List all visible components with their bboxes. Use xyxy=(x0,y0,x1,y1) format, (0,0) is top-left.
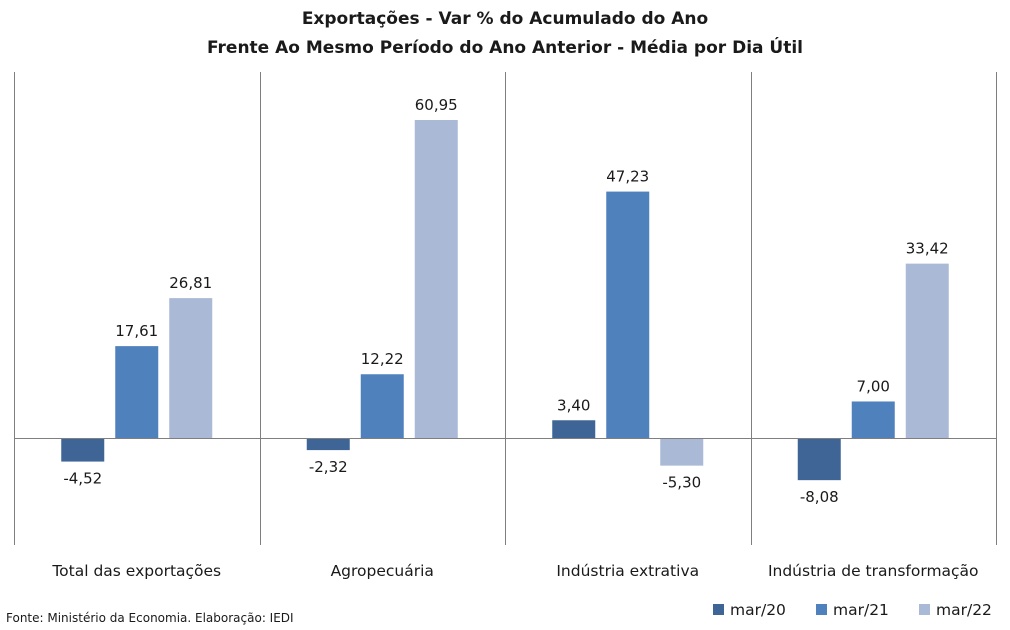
chart-title-group: Exportações - Var % do Acumulado do Ano … xyxy=(207,9,803,58)
data-label: -8,08 xyxy=(800,488,839,506)
category-label: Agropecuária xyxy=(331,562,434,580)
data-label: 26,81 xyxy=(169,274,212,292)
data-label: 47,23 xyxy=(606,168,649,186)
value-labels-group: -4,52 17,61 26,81 -2,32 12,22 60,95 3,40 47,23 -… xyxy=(63,96,948,506)
data-label: -5,30 xyxy=(662,474,701,492)
bar-mar-21 xyxy=(115,346,159,438)
data-label: 12,22 xyxy=(361,350,404,368)
bar-mar-21 xyxy=(606,191,650,438)
legend: mar/20 mar/21 mar/22 xyxy=(713,601,992,619)
chart-subtitle: Frente Ao Mesmo Período do Ano Anterior … xyxy=(207,36,803,58)
category-labels-group: Total das exportações Agropecuária Indústr… xyxy=(51,562,978,580)
data-label: -2,32 xyxy=(309,458,348,476)
bar-mar-22 xyxy=(660,438,704,466)
bar-mar-22 xyxy=(169,298,213,438)
bar-mar-21 xyxy=(360,374,404,438)
category-separators xyxy=(14,72,997,545)
data-label: 7,00 xyxy=(857,377,890,395)
bar-mar-22 xyxy=(414,120,458,438)
bar-mar-22 xyxy=(905,263,949,438)
data-label: 3,40 xyxy=(557,396,590,414)
legend-swatch xyxy=(919,604,930,615)
category-label: Total das exportações xyxy=(51,562,221,580)
source-note: Fonte: Ministério da Economia. Elaboraçã… xyxy=(6,611,294,625)
legend-label: mar/21 xyxy=(833,601,889,619)
data-label: 60,95 xyxy=(415,96,458,114)
bar-mar-20 xyxy=(552,420,596,438)
bar-mar-21 xyxy=(851,401,895,438)
bar-mar-20 xyxy=(61,438,105,462)
category-label: Indústria de transformação xyxy=(768,562,979,580)
bar-mar-20 xyxy=(797,438,841,481)
legend-swatch xyxy=(713,604,724,615)
data-label: 17,61 xyxy=(115,322,158,340)
legend-swatch xyxy=(816,604,827,615)
bars-group xyxy=(61,120,949,481)
chart-title: Exportações - Var % do Acumulado do Ano xyxy=(302,9,708,29)
category-label: Indústria extrativa xyxy=(556,562,699,580)
legend-label: mar/20 xyxy=(730,601,786,619)
legend-label: mar/22 xyxy=(936,601,992,619)
bar-mar-20 xyxy=(306,438,350,451)
data-label: 33,42 xyxy=(906,240,949,258)
data-label: -4,52 xyxy=(63,470,102,488)
